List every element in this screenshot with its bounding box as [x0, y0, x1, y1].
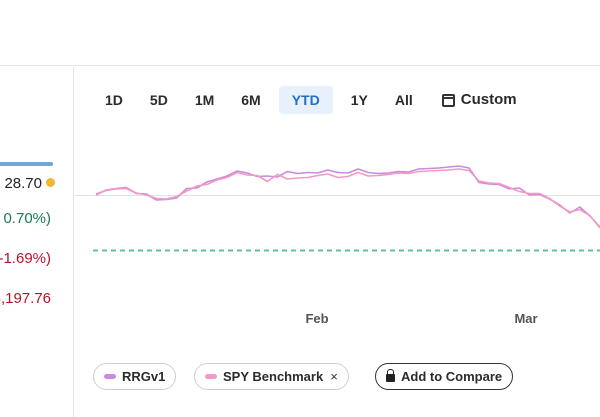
series-line-rrgv1 [95, 165, 600, 228]
tab-ytd[interactable]: YTD [278, 86, 333, 114]
series-swatch-spy [205, 374, 217, 379]
selected-accent-bar [0, 162, 53, 166]
tab-1d[interactable]: 1D [105, 92, 123, 108]
tab-all[interactable]: All [394, 92, 413, 108]
current-price: 28.70 [4, 175, 55, 192]
remove-spy-icon[interactable]: × [330, 369, 338, 384]
loss-percent: -1.69%) [0, 250, 51, 267]
series-swatch-rrgv1 [104, 374, 116, 379]
legend-chip-rrgv1[interactable]: RRGv1 [93, 363, 177, 390]
tab-5d[interactable]: 5D [149, 92, 168, 108]
add-to-compare-label: Add to Compare [401, 369, 503, 384]
x-tick-label-mar: Mar [514, 311, 537, 326]
tab-6m[interactable]: 6M [241, 92, 261, 108]
series-line-spy [95, 168, 600, 229]
performance-chart[interactable]: Feb Mar [75, 120, 600, 340]
gain-percent: 0.70%) [3, 210, 51, 227]
custom-range-button[interactable]: Custom [433, 86, 526, 114]
total-value: 3,197.76 [0, 290, 51, 307]
portfolio-summary-panel: 28.70 0.70%) -1.69%) 3,197.76 [0, 67, 74, 417]
calendar-icon [441, 93, 455, 107]
x-tick-label-feb: Feb [305, 311, 328, 326]
time-range-tabs: 1D 5D 1M 6M YTD 1Y All Custom [96, 86, 535, 114]
tab-1m[interactable]: 1M [194, 92, 215, 108]
chart-legend: RRGv1 SPY Benchmark × Add to Compare [0, 363, 600, 393]
legend-label-spy: SPY Benchmark [223, 369, 324, 384]
top-bar [0, 0, 600, 66]
lock-icon [386, 369, 395, 382]
status-dot-icon [46, 178, 55, 187]
legend-chip-spy[interactable]: SPY Benchmark × [194, 363, 349, 390]
add-to-compare-button[interactable]: Add to Compare [375, 363, 514, 390]
legend-label-rrgv1: RRGv1 [122, 369, 166, 384]
tab-1y[interactable]: 1Y [350, 92, 368, 108]
custom-label: Custom [460, 91, 517, 108]
